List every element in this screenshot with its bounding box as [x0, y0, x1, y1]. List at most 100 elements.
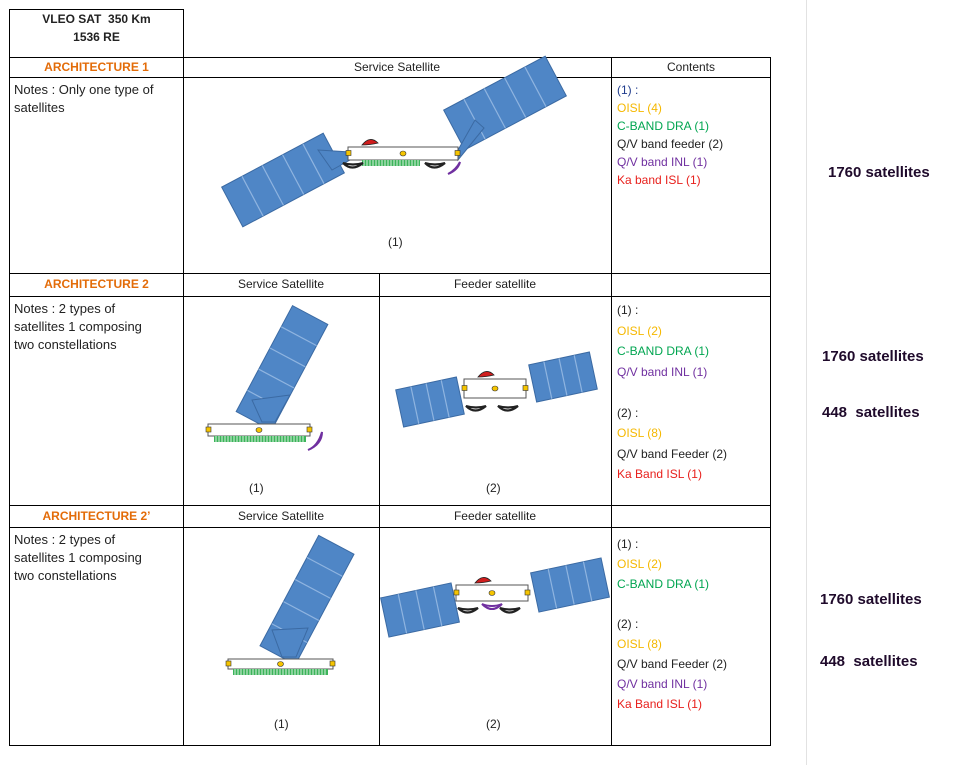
antenna: [474, 577, 492, 584]
content-item: Q/V band Feeder (2): [617, 446, 728, 461]
antenna: [424, 161, 446, 169]
panel-seam: [558, 358, 568, 396]
architecture-name: ARCHITECTURE 2’: [42, 509, 151, 523]
panel-seam: [261, 165, 284, 206]
architecture-name: ARCHITECTURE 1: [44, 60, 149, 74]
solar-panel: [220, 132, 346, 228]
panel-seam: [547, 569, 558, 609]
content-item: (1) :: [617, 303, 639, 317]
caption: (2): [486, 481, 501, 495]
antenna: [497, 404, 519, 412]
panel-seam: [463, 99, 486, 140]
antenna: [457, 606, 479, 614]
oisl: [277, 661, 284, 667]
content-item: C-BAND DRA (1): [617, 577, 710, 591]
panel-seam: [283, 601, 320, 621]
column-header: Service Satellite: [237, 277, 325, 291]
panel-seam: [440, 380, 450, 418]
content-item: C-BAND DRA (1): [617, 344, 710, 358]
content-item: (2) :: [617, 617, 639, 631]
header-line: 1536 RE: [73, 30, 120, 44]
panel-seam: [397, 594, 408, 634]
notes: Notes : 2 types of satellites 1 composin…: [14, 301, 142, 352]
content-item: Q/V band INL (1): [617, 364, 708, 379]
content-item: Ka Band ISL (1): [617, 467, 702, 481]
solar-panel: [259, 534, 355, 666]
panel-seam: [582, 561, 593, 601]
satellite-total: 1760 satellites: [820, 591, 922, 608]
oisl: [345, 150, 352, 156]
content-item: (1) :: [617, 83, 639, 97]
panel-seam: [524, 66, 547, 107]
notes: Notes : Only one type of satellites: [14, 82, 154, 115]
column-header: Service Satellite: [353, 60, 441, 74]
panel-seam: [543, 361, 553, 399]
column-header: Service Satellite: [237, 509, 325, 523]
antenna: [447, 161, 461, 175]
panel-seam: [302, 143, 325, 184]
architecture-name: ARCHITECTURE 2: [44, 277, 149, 291]
strut: [251, 394, 291, 423]
panel-seam: [258, 368, 295, 389]
content-item: (1) :: [617, 537, 639, 551]
content-item: (2) :: [617, 405, 639, 420]
panel-body: [235, 304, 329, 432]
content-item: OISL (8): [617, 637, 662, 651]
panel-seam: [282, 154, 305, 195]
satellite-total: 1760 satellites: [822, 348, 924, 365]
content-item: OISL (2): [617, 557, 662, 571]
oisl: [522, 385, 529, 391]
oisl: [399, 150, 407, 157]
content-item: Q/V band INL (1): [617, 677, 708, 691]
notes: Notes : 2 types of satellites 1 composin…: [14, 532, 142, 583]
antenna: [465, 404, 487, 412]
solar-panel: [528, 351, 598, 403]
dra: [214, 436, 306, 442]
caption: (1): [274, 717, 289, 731]
panel-seam: [415, 590, 425, 630]
dra: [233, 669, 328, 675]
panel-seam: [294, 579, 331, 599]
content-item: Ka Band ISL (1): [617, 697, 702, 711]
satellite-total: 448 satellites: [820, 653, 918, 670]
panel-body: [259, 534, 355, 666]
antenna: [361, 139, 379, 146]
antenna: [342, 161, 364, 169]
content-item: C-BAND DRA (1): [617, 119, 710, 133]
content-item: Q/V band INL (1): [617, 155, 708, 169]
satellite-total: 1760 satellites: [828, 164, 930, 181]
content-item: OISL (2): [617, 323, 662, 338]
content-item: OISL (4): [617, 101, 662, 115]
panel-seam: [483, 88, 506, 129]
panel-seam: [306, 556, 343, 577]
oisl: [488, 590, 496, 596]
panel-seam: [280, 326, 317, 347]
panel-seam: [573, 355, 583, 393]
panel-seam: [241, 176, 264, 217]
content-item: Q/V band Feeder (2): [617, 657, 728, 671]
caption: (1): [249, 481, 264, 495]
column-header: Feeder satellite: [453, 509, 537, 523]
oisl: [225, 660, 232, 667]
satellite-total: 448 satellites: [822, 404, 920, 421]
solar-panel: [235, 304, 329, 432]
column-header: Contents: [666, 60, 716, 74]
panel-body: [220, 132, 346, 228]
antenna: [477, 371, 495, 378]
table-borders: [9, 9, 771, 746]
solar-panel: [380, 582, 460, 638]
oisl: [491, 385, 499, 392]
panel-seam: [410, 386, 420, 424]
oisl: [255, 427, 263, 433]
oisl: [329, 660, 336, 667]
oisl: [454, 150, 461, 156]
panel-seam: [504, 77, 527, 118]
solar-panel: [530, 557, 610, 613]
content-item: Q/V band feeder (2): [617, 137, 724, 151]
column-header: Feeder satellite: [453, 277, 537, 291]
oisl: [461, 385, 468, 391]
oisl: [524, 589, 531, 596]
panel-seam: [432, 586, 443, 626]
caption: (1): [388, 235, 403, 249]
